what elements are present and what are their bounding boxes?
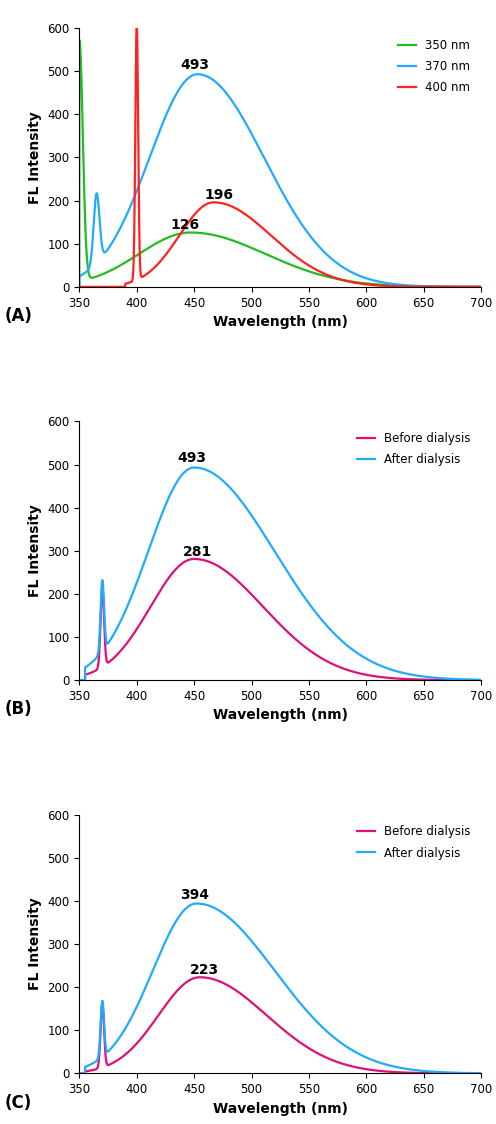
After dialysis (249, 935, 255, 949)
370 nm (476, 280, 482, 293)
Y-axis label: FL Intensity: FL Intensity (28, 898, 42, 990)
370 nm (249, 128, 255, 142)
Before dialysis (121, 641, 127, 654)
Text: 493: 493 (178, 452, 206, 465)
Text: 394: 394 (180, 888, 209, 903)
After dialysis (193, 897, 199, 910)
Line: After dialysis: After dialysis (77, 904, 487, 1073)
Before dialysis (74, 673, 80, 687)
400 nm (121, 280, 127, 293)
Before dialysis (191, 552, 197, 565)
370 nm (74, 280, 80, 293)
After dialysis (145, 975, 151, 988)
Before dialysis (231, 982, 237, 996)
Before dialysis (476, 673, 482, 687)
Before dialysis (432, 673, 438, 687)
400 nm (145, 266, 151, 280)
350 nm (231, 234, 237, 247)
Text: 126: 126 (171, 218, 199, 232)
Before dialysis (249, 588, 255, 601)
Line: Before dialysis: Before dialysis (77, 977, 487, 1073)
After dialysis (231, 916, 237, 930)
Line: Before dialysis: Before dialysis (77, 559, 487, 680)
Before dialysis (121, 1049, 127, 1062)
After dialysis (231, 486, 237, 499)
370 nm (432, 280, 438, 293)
After dialysis (191, 461, 197, 474)
After dialysis (484, 673, 490, 687)
370 nm (231, 98, 237, 111)
400 nm (432, 280, 438, 293)
Line: 350 nm: 350 nm (77, 40, 487, 287)
370 nm (121, 215, 127, 228)
350 nm (249, 242, 255, 255)
X-axis label: Wavelength (nm): Wavelength (nm) (213, 315, 348, 329)
Line: After dialysis: After dialysis (77, 468, 487, 680)
400 nm (484, 280, 490, 293)
After dialysis (484, 1067, 490, 1080)
400 nm (231, 201, 237, 215)
After dialysis (432, 1066, 438, 1079)
400 nm (476, 280, 482, 293)
Legend: Before dialysis, After dialysis: Before dialysis, After dialysis (352, 821, 475, 864)
Line: 400 nm: 400 nm (77, 28, 487, 287)
After dialysis (74, 673, 80, 687)
Before dialysis (197, 970, 203, 984)
Line: 370 nm: 370 nm (77, 74, 487, 287)
Before dialysis (484, 1067, 490, 1080)
350 nm (121, 256, 127, 270)
350 nm (145, 242, 151, 255)
Text: 493: 493 (181, 58, 210, 72)
After dialysis (121, 608, 127, 622)
X-axis label: Wavelength (nm): Wavelength (nm) (213, 708, 348, 723)
After dialysis (432, 671, 438, 685)
350 nm (432, 280, 438, 293)
Text: 281: 281 (183, 544, 212, 559)
350 nm (74, 280, 80, 293)
Before dialysis (145, 1023, 151, 1036)
After dialysis (121, 1024, 127, 1037)
350 nm (76, 34, 82, 47)
Before dialysis (249, 996, 255, 1009)
After dialysis (249, 509, 255, 523)
350 nm (476, 280, 482, 293)
Text: (C): (C) (5, 1094, 32, 1112)
After dialysis (145, 545, 151, 559)
Before dialysis (231, 571, 237, 584)
After dialysis (74, 1067, 80, 1080)
After dialysis (476, 1067, 482, 1080)
Before dialysis (74, 1067, 80, 1080)
400 nm (249, 212, 255, 226)
400 nm (74, 280, 80, 293)
370 nm (145, 154, 151, 167)
Text: 196: 196 (205, 188, 234, 202)
Before dialysis (145, 604, 151, 617)
Before dialysis (476, 1067, 482, 1080)
X-axis label: Wavelength (nm): Wavelength (nm) (213, 1102, 348, 1116)
370 nm (484, 280, 490, 293)
370 nm (194, 67, 200, 81)
After dialysis (476, 673, 482, 687)
Y-axis label: FL Intensity: FL Intensity (28, 111, 42, 203)
Legend: 350 nm, 370 nm, 400 nm: 350 nm, 370 nm, 400 nm (394, 34, 475, 99)
Text: (B): (B) (5, 700, 33, 718)
400 nm (133, 21, 139, 35)
350 nm (484, 280, 490, 293)
Y-axis label: FL Intensity: FL Intensity (28, 505, 42, 597)
Legend: Before dialysis, After dialysis: Before dialysis, After dialysis (352, 427, 475, 471)
Text: 223: 223 (190, 963, 219, 977)
Before dialysis (484, 673, 490, 687)
Before dialysis (432, 1067, 438, 1080)
Text: (A): (A) (5, 307, 33, 325)
